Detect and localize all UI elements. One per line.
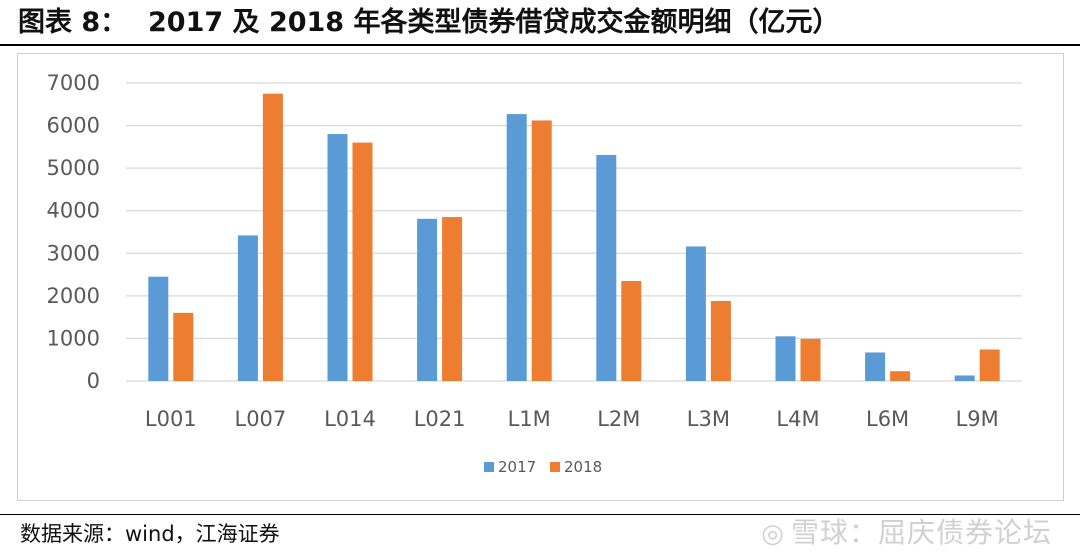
y-tick-label: 5000	[47, 156, 100, 180]
legend-label-2017: 2017	[498, 458, 536, 476]
figure-label: 图表 8：	[18, 7, 128, 38]
bar-2017-L001	[148, 276, 169, 381]
bar-2017-L4M	[775, 336, 796, 381]
bar-2018-L007	[262, 93, 283, 381]
bar-chart: 0 1000 2000 3000 4000 5000 6000 7000 L001 L007 L01…	[47, 71, 1022, 476]
bar-2018-L014	[352, 142, 373, 381]
bar-2017-L2M	[596, 154, 617, 381]
top-rule	[0, 44, 1080, 46]
watermark: ◎ 雪球：屈庆债券论坛	[761, 513, 1052, 553]
legend-swatch-2018	[550, 462, 560, 472]
y-tick-label: 6000	[47, 114, 100, 138]
bar-2018-L1M	[531, 120, 552, 381]
chart-area: 0 1000 2000 3000 4000 5000 6000 7000 L001 L007 L01…	[17, 53, 1064, 501]
bar-2018-L9M	[979, 349, 1000, 381]
x-tick-label: L001	[145, 407, 197, 431]
y-tick-label: 7000	[47, 71, 100, 95]
bar-2017-L021	[417, 218, 438, 381]
bar-2017-L9M	[954, 375, 975, 381]
bar-2018-L3M	[710, 300, 731, 381]
x-tick-label: L014	[324, 407, 376, 431]
x-tick-label: L007	[235, 407, 287, 431]
y-tick-label: 0	[87, 369, 100, 393]
bar-2017-L014	[327, 134, 348, 381]
chart-title: 图表 8： 2017 及 2018 年各类型债券借贷成交金额明细（亿元）	[18, 6, 840, 40]
bar-2017-L6M	[865, 352, 886, 381]
snowball-logo-icon: ◎	[761, 519, 785, 549]
bottom-rule	[0, 514, 1080, 515]
x-tick-label: L3M	[687, 407, 730, 431]
bar-2017-L007	[237, 235, 258, 381]
bar-2018-L001	[173, 312, 194, 381]
legend-swatch-2017	[484, 462, 494, 472]
y-tick-label: 4000	[47, 199, 100, 223]
bar-2017-L1M	[506, 114, 527, 381]
bar-2018-L6M	[890, 371, 911, 381]
watermark-text: 雪球：屈庆债券论坛	[790, 516, 1052, 549]
x-tick-label: L1M	[508, 407, 551, 431]
source-note: 数据来源：wind，江海证券	[20, 522, 280, 546]
y-tick-label: 3000	[47, 241, 100, 265]
y-tick-label: 1000	[47, 326, 100, 350]
x-tick-label: L021	[414, 407, 466, 431]
figure-title: 2017 及 2018 年各类型债券借贷成交金额明细（亿元）	[148, 7, 840, 38]
legend-label-2018: 2018	[564, 458, 602, 476]
x-tick-label: L9M	[956, 407, 999, 431]
x-tick-label: L6M	[866, 407, 909, 431]
x-tick-label: L2M	[597, 407, 640, 431]
y-tick-label: 2000	[47, 284, 100, 308]
bar-2017-L3M	[685, 246, 706, 381]
x-tick-label: L4M	[776, 407, 819, 431]
bar-2018-L4M	[800, 338, 821, 381]
bar-2018-L2M	[621, 280, 642, 381]
bar-2018-L021	[442, 217, 463, 381]
